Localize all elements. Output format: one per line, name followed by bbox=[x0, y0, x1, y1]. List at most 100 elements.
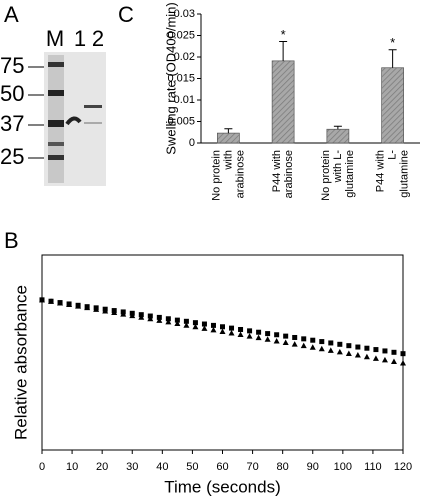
significance-label: * bbox=[281, 27, 286, 42]
x-tick-label: with bbox=[222, 150, 234, 171]
point bbox=[75, 303, 82, 309]
point bbox=[120, 311, 127, 317]
point bbox=[93, 306, 100, 312]
mw-marker: 75 bbox=[0, 53, 24, 78]
point bbox=[220, 324, 225, 330]
point bbox=[238, 326, 244, 332]
point bbox=[283, 333, 289, 339]
point bbox=[57, 299, 64, 306]
point bbox=[102, 307, 109, 314]
point bbox=[256, 329, 262, 335]
point bbox=[66, 301, 73, 308]
y-tick-label: 0.025 bbox=[167, 29, 195, 41]
gel bbox=[44, 52, 106, 186]
y-tick-label: 0.015 bbox=[167, 72, 195, 84]
point bbox=[355, 344, 361, 350]
point bbox=[228, 330, 235, 336]
point bbox=[147, 315, 154, 322]
error-bar bbox=[224, 128, 233, 134]
bar bbox=[381, 67, 404, 144]
point bbox=[400, 360, 406, 366]
error-bar bbox=[279, 41, 288, 61]
point bbox=[111, 309, 118, 316]
x-tick-label: No protein bbox=[320, 150, 332, 201]
y-tick-label: 0.03 bbox=[174, 8, 195, 20]
point bbox=[364, 345, 370, 351]
panel-label: B bbox=[4, 228, 19, 253]
point bbox=[237, 331, 244, 338]
x-tick-label: 60 bbox=[216, 461, 228, 473]
point bbox=[345, 350, 352, 356]
point bbox=[327, 347, 334, 353]
y-tick-label: 0.005 bbox=[167, 115, 195, 127]
point bbox=[183, 322, 190, 328]
point bbox=[373, 347, 379, 353]
point bbox=[328, 340, 334, 346]
y-axis-label: Relative absorbance bbox=[11, 285, 30, 440]
y-tick-label: 0.02 bbox=[174, 51, 195, 63]
point bbox=[292, 334, 298, 340]
point bbox=[183, 318, 189, 324]
point bbox=[84, 304, 91, 311]
x-tick-label: No protein bbox=[210, 150, 222, 201]
x-tick-label: 10 bbox=[66, 461, 78, 473]
point bbox=[201, 321, 207, 327]
x-tick-label: P44 with bbox=[375, 150, 387, 192]
x-tick-label: 20 bbox=[96, 461, 108, 473]
x-axis-label: Time (seconds) bbox=[164, 477, 281, 496]
lane-label: 2 bbox=[92, 26, 104, 51]
point bbox=[247, 328, 253, 334]
x-tick-label: glutamine bbox=[344, 150, 356, 198]
point bbox=[255, 334, 262, 341]
x-tick-label: 110 bbox=[364, 461, 382, 473]
point bbox=[192, 323, 199, 330]
point bbox=[372, 355, 379, 361]
x-tick-label: 90 bbox=[307, 461, 319, 473]
point bbox=[381, 356, 388, 363]
point bbox=[229, 325, 235, 331]
point bbox=[39, 296, 45, 303]
lane-label: 1 bbox=[74, 26, 86, 51]
point bbox=[337, 341, 343, 347]
point bbox=[210, 322, 216, 328]
x-tick-label: arabinose bbox=[234, 150, 246, 198]
point bbox=[201, 325, 208, 331]
x-tick-label: with L- bbox=[332, 150, 344, 184]
panel-label: C bbox=[118, 2, 134, 27]
point bbox=[192, 320, 198, 326]
x-tick-label: 50 bbox=[186, 461, 198, 473]
point bbox=[265, 331, 271, 337]
point bbox=[246, 333, 253, 339]
point bbox=[336, 348, 343, 355]
mw-marker: 50 bbox=[0, 81, 24, 106]
y-tick-label: 0 bbox=[189, 137, 195, 149]
point bbox=[346, 343, 352, 349]
point bbox=[382, 348, 388, 354]
x-tick-label: glutamine bbox=[399, 150, 411, 198]
point bbox=[282, 339, 289, 346]
x-tick-label: 80 bbox=[277, 461, 289, 473]
point bbox=[48, 298, 55, 304]
point bbox=[174, 317, 180, 323]
panel-label: A bbox=[4, 2, 19, 27]
point bbox=[390, 358, 397, 364]
point bbox=[363, 353, 370, 360]
point bbox=[129, 312, 136, 319]
error-bar bbox=[333, 125, 342, 130]
point bbox=[165, 316, 171, 322]
bar bbox=[326, 128, 350, 144]
point bbox=[219, 328, 226, 334]
point bbox=[156, 317, 163, 323]
x-tick-label: arabinose bbox=[283, 150, 295, 198]
lane-label: M bbox=[46, 26, 64, 51]
point bbox=[273, 337, 280, 344]
point bbox=[301, 336, 307, 342]
point bbox=[391, 349, 397, 355]
bar bbox=[217, 132, 240, 144]
point bbox=[319, 339, 325, 345]
x-tick-label: 100 bbox=[334, 461, 352, 473]
point bbox=[300, 342, 307, 349]
point bbox=[264, 336, 271, 342]
x-tick-label: L- bbox=[387, 150, 399, 160]
